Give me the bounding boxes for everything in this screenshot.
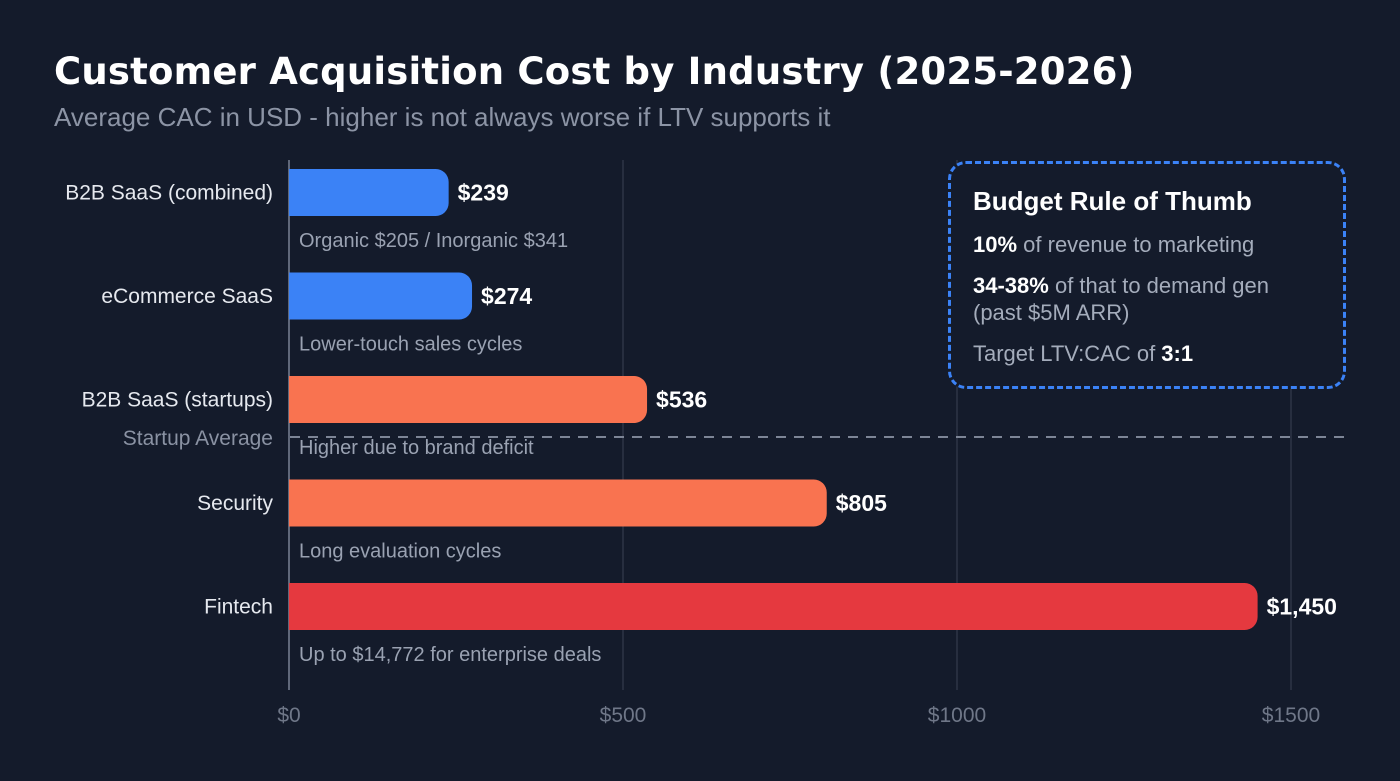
callout-line1-text: of revenue to marketing [1017,232,1255,257]
category-label-2: B2B SaaS (startups) [82,389,273,412]
bar-note-2: Higher due to brand deficit [299,437,534,459]
callout-line-marketing: 10% of revenue to marketing [973,231,1321,258]
bars: B2B SaaS (combined) $239 Organic $205 / In… [65,169,1337,666]
bar-2 [289,376,648,423]
category-label-0: B2B SaaS (combined) [65,182,273,205]
tick-label-500: $500 [600,704,647,727]
bar-note-4: Up to $14,772 for enterprise deals [299,644,601,666]
callout-line3-bold: 3:1 [1161,341,1194,366]
budget-callout: Budget Rule of Thumb 10% of revenue to m… [948,161,1346,389]
chart-subtitle: Average CAC in USD - higher is not alway… [54,102,831,132]
callout-line-ltv: Target LTV:CAC of 3:1 [973,340,1321,367]
bar-note-0: Organic $205 / Inorganic $341 [299,230,568,252]
bar-1 [289,272,473,320]
bar-4 [289,583,1258,630]
value-label-0: $239 [458,180,509,206]
callout-line2-text: of that to demand gen (past $5M ARR) [973,273,1270,325]
category-label-4: Fintech [204,596,273,619]
reference-line-group: Startup Average [123,427,1350,450]
bar-note-1: Lower-touch sales cycles [299,334,522,356]
tick-label-0: $0 [277,704,300,727]
value-label-1: $274 [481,283,532,309]
value-label-4: $1,450 [1267,594,1337,620]
callout-line3-text: Target LTV:CAC of [973,341,1162,366]
startup-average-label: Startup Average [123,427,273,450]
value-label-2: $536 [656,387,707,413]
callout-title: Budget Rule of Thumb [973,186,1252,216]
category-label-1: eCommerce SaaS [101,285,273,308]
x-axis-ticks: $0 $500 $1000 $1500 [277,704,1320,727]
chart-title: Customer Acquisition Cost by Industry (2… [54,50,1135,93]
callout-line1-bold: 10% [973,232,1018,257]
callout-line2-bold: 34-38% [973,273,1049,298]
tick-label-1000: $1000 [928,704,986,727]
category-label-3: Security [197,492,273,515]
tick-label-1500: $1500 [1262,704,1320,727]
value-label-3: $805 [836,490,887,516]
bar-note-3: Long evaluation cycles [299,541,501,563]
callout-line-demand-gen: 34-38% of that to demand gen (past $5M A… [973,272,1321,326]
bar-3 [289,479,827,527]
bar-0 [289,169,449,216]
